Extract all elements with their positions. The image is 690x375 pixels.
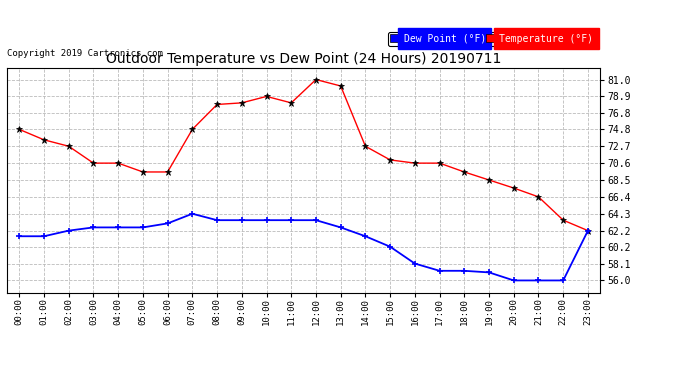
Legend: Dew Point (°F), Temperature (°F): Dew Point (°F), Temperature (°F): [388, 32, 595, 46]
Text: Copyright 2019 Cartronics.com: Copyright 2019 Cartronics.com: [8, 50, 164, 58]
Title: Outdoor Temperature vs Dew Point (24 Hours) 20190711: Outdoor Temperature vs Dew Point (24 Hou…: [106, 53, 502, 66]
